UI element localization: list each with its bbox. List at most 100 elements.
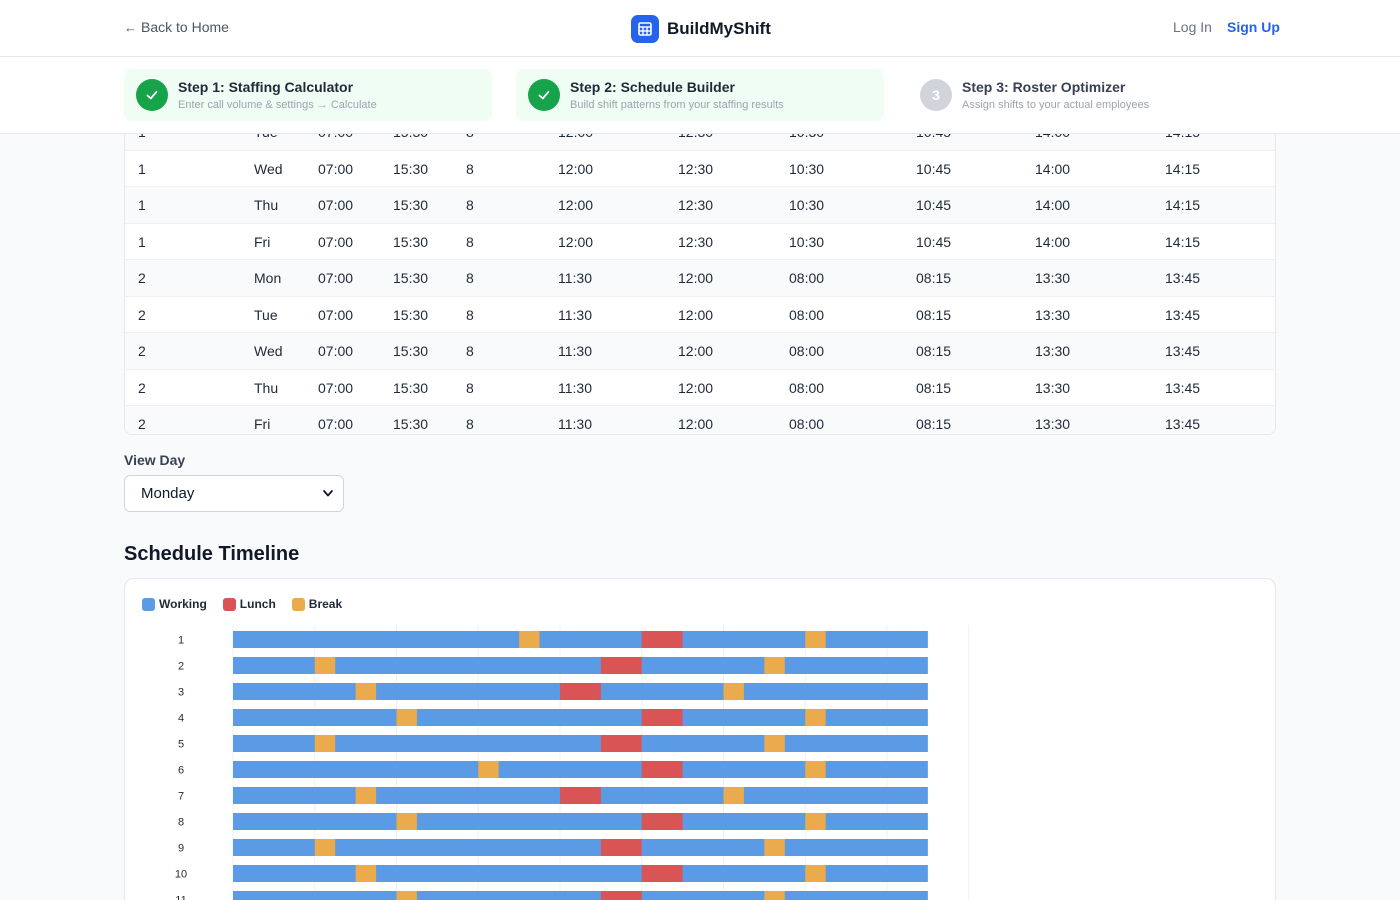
table-cell: 13:30 [1035, 343, 1071, 359]
table-cell: 11:30 [558, 379, 592, 396]
working-bar[interactable] [233, 735, 928, 752]
checkmark-icon [528, 79, 560, 111]
table-cell: 12:00 [558, 197, 594, 213]
lunch-block[interactable] [641, 865, 683, 882]
lunch-block[interactable] [600, 735, 642, 752]
break-block[interactable] [314, 839, 336, 856]
schedule-timeline-card: Working Lunch Break 1 2 3 4 5 6 7 8 9 10 11 [124, 578, 1276, 900]
table-cell: 12:00 [678, 343, 714, 359]
working-bar[interactable] [233, 761, 928, 778]
table-cell: 08:00 [789, 306, 825, 323]
table-cell: 8 [466, 306, 474, 323]
step-schedule-builder[interactable]: Step 2: Schedule Builder Build shift pat… [516, 69, 884, 121]
legend-label: Break [308, 597, 343, 611]
break-block[interactable] [764, 891, 785, 900]
table-row: 1 Wed 07:00 15:30 8 12:00 12:30 10:30 10:45 14:00… [125, 151, 1275, 187]
table-row: 2 Thu 07:00 15:30 8 11:30 12:00 08:00 08:15 13:30… [125, 370, 1275, 406]
break-block[interactable] [764, 839, 785, 856]
sign-up-link[interactable]: Sign Up [1227, 19, 1280, 35]
working-bar[interactable] [233, 657, 928, 674]
table-cell: 10:30 [789, 233, 825, 250]
calendar-grid-icon [631, 15, 659, 43]
table-cell: 14:00 [1035, 160, 1071, 177]
table-cell: 8 [466, 160, 474, 177]
step-staffing-calculator[interactable]: Step 1: Staffing Calculator Enter call v… [124, 69, 492, 121]
lunch-block[interactable] [600, 657, 642, 674]
table-cell: 8 [466, 416, 474, 432]
break-block[interactable] [519, 631, 540, 648]
lunch-block[interactable] [560, 683, 601, 700]
break-block[interactable] [478, 761, 499, 778]
break-block[interactable] [805, 761, 826, 778]
brand[interactable]: BuildMyShift [631, 15, 771, 43]
break-block[interactable] [314, 735, 336, 752]
break-block[interactable] [805, 813, 826, 830]
table-cell: 15:30 [393, 270, 429, 286]
table-cell: 08:15 [916, 270, 952, 286]
lunch-block[interactable] [641, 709, 683, 726]
working-bar[interactable] [233, 891, 928, 900]
break-block[interactable] [355, 683, 377, 700]
table-cell: 08:00 [789, 343, 825, 359]
back-to-home-link[interactable]: ← Back to Home [124, 19, 229, 35]
break-block[interactable] [355, 865, 377, 882]
step-subtitle: Enter call volume & settings → Calculate [178, 99, 377, 111]
break-block[interactable] [396, 891, 417, 900]
lunch-block[interactable] [560, 787, 601, 804]
break-block[interactable] [764, 657, 785, 674]
step-subtitle: Assign shifts to your actual employees [962, 99, 1150, 111]
step-subtitle: Build shift patterns from your staffing … [570, 99, 784, 111]
table-cell: 2 [138, 270, 146, 286]
table-cell: 15:30 [393, 197, 429, 213]
break-block[interactable] [314, 657, 336, 674]
break-block[interactable] [805, 709, 826, 726]
table-cell: 2 [138, 306, 146, 323]
legend-item-break: Break [291, 597, 343, 611]
legend-swatch-break [291, 597, 305, 611]
legend-label: Lunch [239, 597, 276, 611]
break-block[interactable] [805, 631, 826, 648]
timeline-legend: Working Lunch Break [142, 597, 342, 611]
lunch-block[interactable] [600, 839, 642, 856]
table-cell: 1 [138, 197, 146, 213]
working-bar[interactable] [233, 865, 928, 882]
table-cell: 15:30 [393, 233, 429, 250]
step-roster-optimizer[interactable]: 3 Step 3: Roster Optimizer Assign shifts… [908, 69, 1276, 121]
break-block[interactable] [805, 865, 826, 882]
lunch-block[interactable] [641, 813, 683, 830]
view-day-select[interactable]: Monday [124, 475, 344, 512]
table-cell: 07:00 [318, 416, 354, 432]
table-cell: 12:00 [678, 379, 714, 396]
checkmark-icon [136, 79, 168, 111]
table-cell: 07:00 [318, 270, 354, 286]
table-row: 2 Tue 07:00 15:30 8 11:30 12:00 08:00 08:15 13:30… [125, 297, 1275, 333]
shift-patterns-table[interactable]: 1 Tue 07:00 15:30 8 12:00 12:30 10:30 10:45 14:00… [124, 100, 1276, 435]
lunch-block[interactable] [641, 631, 683, 648]
break-block[interactable] [396, 709, 417, 726]
table-cell: 15:30 [393, 160, 429, 177]
working-bar[interactable] [233, 839, 928, 856]
table-cell: 13:45 [1165, 416, 1201, 432]
lunch-block[interactable] [641, 761, 683, 778]
table-cell: 12:30 [678, 197, 714, 213]
table-cell: Thu [254, 197, 279, 213]
table-cell: 15:30 [393, 306, 429, 323]
shift-row-label: 8 [178, 817, 184, 829]
table-cell: 13:45 [1165, 306, 1201, 323]
break-block[interactable] [355, 787, 377, 804]
break-block[interactable] [723, 683, 744, 700]
shift-row-label: 3 [178, 687, 184, 699]
break-block[interactable] [396, 813, 417, 830]
working-bar[interactable] [233, 631, 928, 648]
table-cell: 10:30 [789, 160, 825, 177]
table-cell: 14:15 [1165, 197, 1201, 213]
table-row: 1 Fri 07:00 15:30 8 12:00 12:30 10:30 10:45 14:00… [125, 224, 1275, 260]
log-in-link[interactable]: Log In [1173, 19, 1212, 35]
break-block[interactable] [764, 735, 785, 752]
table-cell: 11:30 [558, 416, 592, 432]
lunch-block[interactable] [600, 891, 642, 900]
table-cell: 13:30 [1035, 416, 1071, 432]
break-block[interactable] [723, 787, 744, 804]
shift-row-label: 5 [178, 739, 184, 751]
table-cell: 13:45 [1165, 379, 1201, 396]
